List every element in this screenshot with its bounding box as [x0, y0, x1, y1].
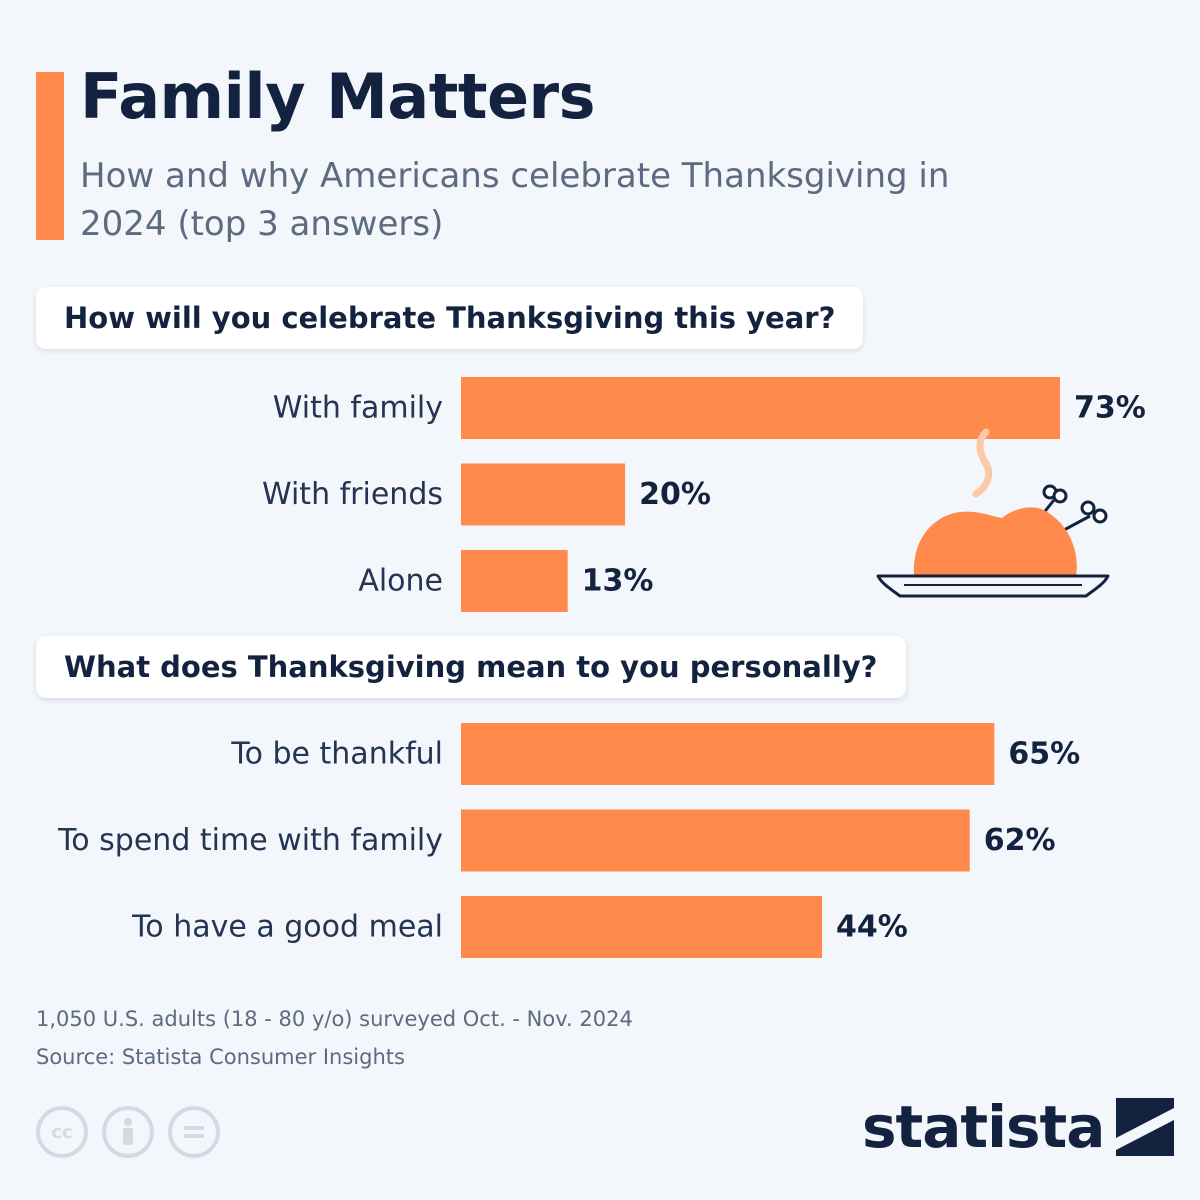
bar-0-2: [461, 550, 568, 612]
license-icons: cc: [36, 1106, 220, 1158]
source-note: Source: Statista Consumer Insights: [36, 1045, 405, 1069]
value-label: 44%: [836, 910, 908, 945]
bar-0-1: [461, 463, 626, 526]
category-label: To be thankful: [230, 737, 443, 772]
logo-text: statista: [862, 1093, 1105, 1161]
category-label: With friends: [262, 477, 443, 512]
value-label: 13%: [582, 564, 654, 599]
attribution-icon[interactable]: [102, 1106, 154, 1158]
footnote: 1,050 U.S. adults (18 - 80 y/o) surveyed…: [36, 1000, 633, 1076]
no-derivatives-icon[interactable]: [168, 1106, 220, 1158]
bar-1-2: [461, 896, 823, 958]
statista-logo-mark-icon: [1116, 1098, 1175, 1156]
value-label: 73%: [1074, 391, 1146, 426]
page-subtitle: How and why Americans celebrate Thanksgi…: [80, 156, 950, 244]
value-label: 65%: [1008, 737, 1080, 772]
bar-1-0: [461, 723, 995, 785]
cc-icon[interactable]: cc: [36, 1106, 88, 1158]
category-label: Alone: [358, 564, 443, 599]
statista-logo[interactable]: statista: [862, 1093, 1175, 1161]
category-label: To have a good meal: [131, 910, 443, 945]
accent-bar: [36, 72, 64, 240]
question-meaning: What does Thanksgiving mean to you perso…: [36, 636, 906, 698]
category-label: To spend time with family: [57, 823, 443, 858]
survey-note: 1,050 U.S. adults (18 - 80 y/o) surveyed…: [36, 1007, 633, 1031]
roast-turkey-icon: [876, 428, 1110, 598]
bar-1-1: [461, 809, 970, 872]
value-label: 62%: [984, 823, 1056, 858]
question-celebrate: How will you celebrate Thanksgiving this…: [36, 287, 864, 349]
category-label: With family: [273, 391, 443, 426]
bar-0-0: [461, 377, 1060, 439]
value-label: 20%: [639, 477, 711, 512]
page-title: Family Matters: [80, 60, 596, 133]
